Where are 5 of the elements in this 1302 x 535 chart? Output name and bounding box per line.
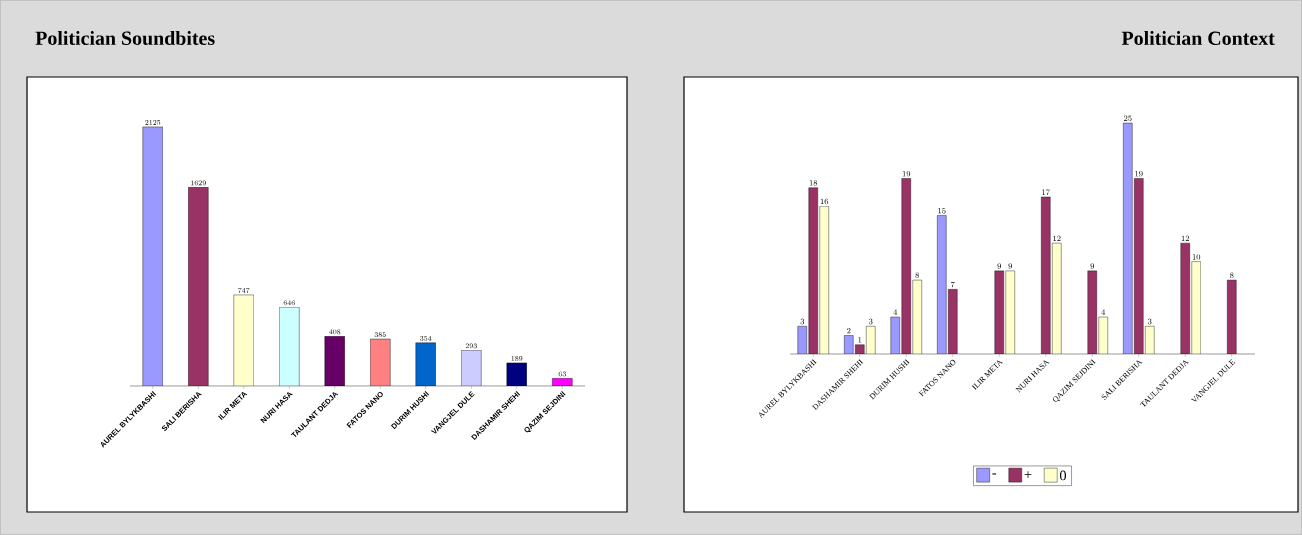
legend-label: - (992, 473, 997, 475)
legend-label: + (1024, 471, 1032, 479)
chart-title: Politician Soundbites (35, 30, 215, 46)
legend-label: 0 (1059, 470, 1067, 481)
chart-title: Politician Context (1121, 30, 1275, 45)
